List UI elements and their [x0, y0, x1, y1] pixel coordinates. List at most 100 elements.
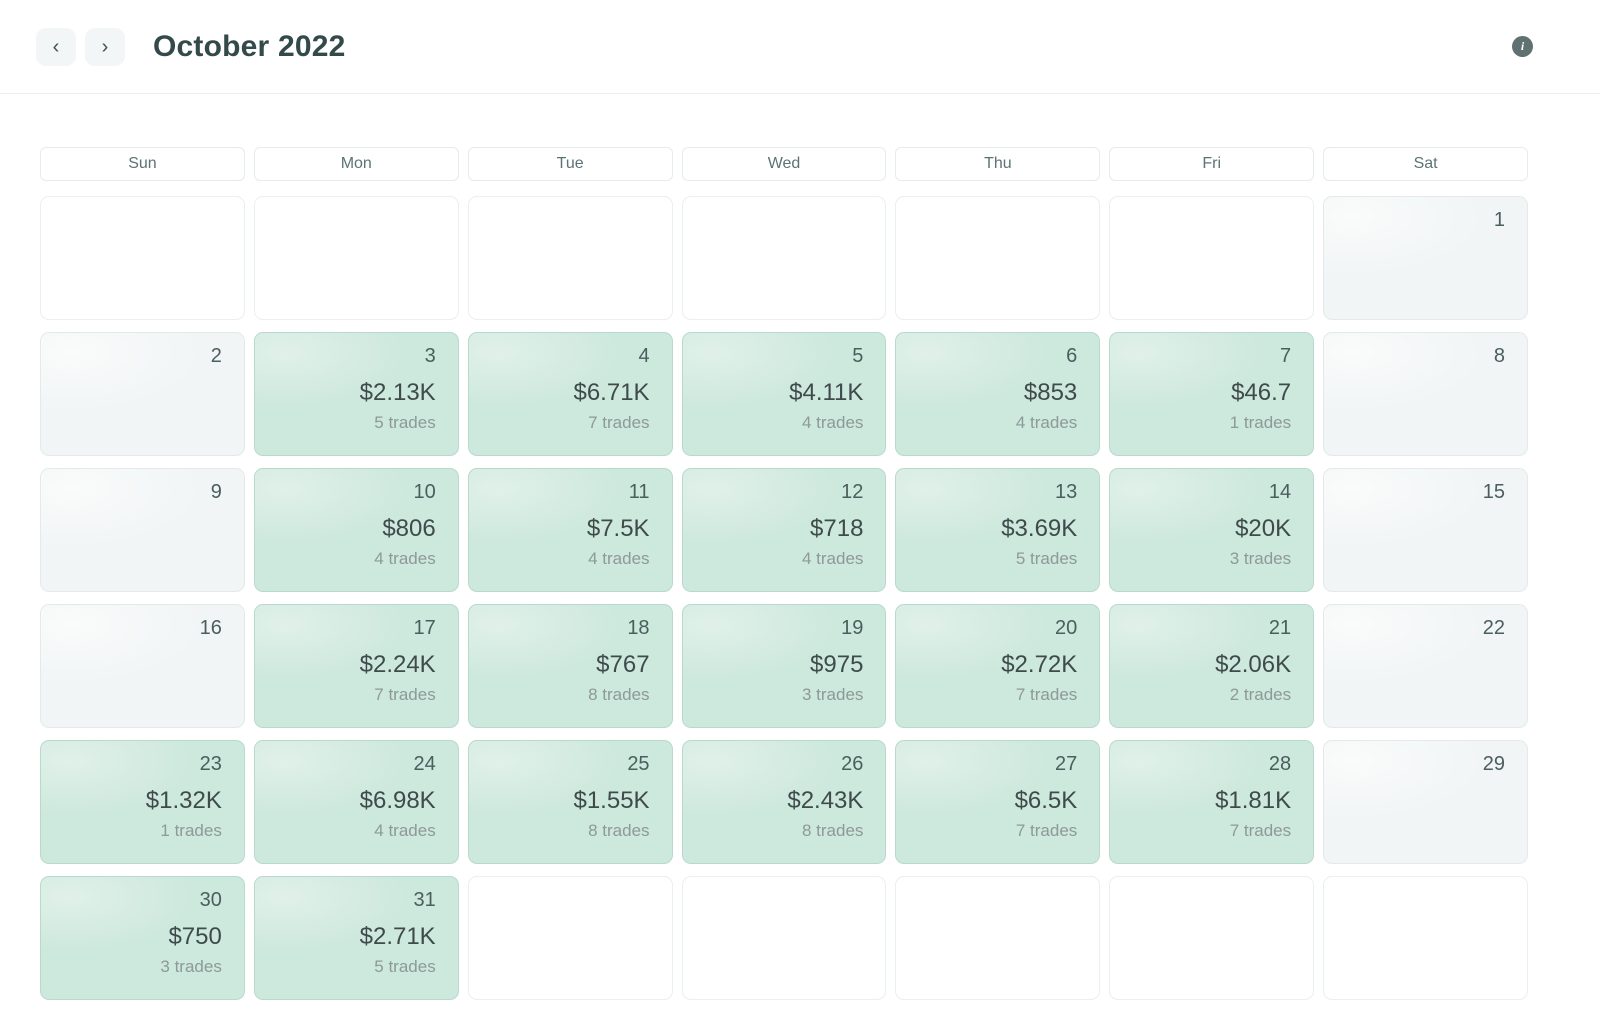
day-pnl: $46.7: [1231, 379, 1292, 406]
day-pnl: $853: [1023, 379, 1078, 406]
day-cell-15[interactable]: 15: [1323, 468, 1528, 592]
day-cell-30[interactable]: 30 $750 3 trades: [40, 876, 245, 1000]
day-number: 17: [413, 617, 436, 639]
day-cell-13[interactable]: 13 $3.69K 5 trades: [895, 468, 1101, 592]
calendar-header: ‹ › October 2022 i: [0, 0, 1600, 94]
day-cell-23[interactable]: 23 $1.32K 1 trades: [40, 740, 245, 864]
day-cell-29[interactable]: 29: [1323, 740, 1528, 864]
day-trades-count: 4 trades: [801, 413, 864, 432]
day-pnl: $750: [168, 923, 222, 950]
day-cell-9[interactable]: 9: [40, 468, 245, 592]
day-cell-6[interactable]: 6 $853 4 trades: [895, 332, 1101, 456]
day-cell-7[interactable]: 7 $46.7 1 trades: [1109, 332, 1315, 456]
day-number: 22: [1482, 617, 1505, 639]
blank-cell: [1109, 876, 1315, 1000]
day-number: 1: [1493, 209, 1505, 231]
day-cell-25[interactable]: 25 $1.55K 8 trades: [467, 740, 673, 864]
day-cell-8[interactable]: 8: [1323, 332, 1528, 456]
weekday-header-fri: Fri: [1109, 147, 1315, 181]
day-pnl: $4.11K: [789, 379, 864, 406]
day-pnl: $767: [596, 651, 650, 678]
day-number: 21: [1268, 617, 1292, 639]
day-cell-5[interactable]: 5 $4.11K 4 trades: [681, 332, 887, 456]
blank-cell: [467, 876, 673, 1000]
day-pnl: $2.72K: [1001, 651, 1078, 678]
prev-month-button[interactable]: ‹: [36, 27, 76, 66]
day-trades-count: 8 trades: [588, 821, 650, 840]
day-trades-count: 2 trades: [1229, 685, 1292, 704]
day-number: 2: [210, 345, 222, 367]
day-number: 8: [1493, 345, 1505, 367]
day-number: 18: [627, 617, 650, 639]
day-pnl: $6.98K: [359, 787, 436, 814]
day-cell-17[interactable]: 17 $2.24K 7 trades: [253, 604, 459, 728]
day-number: 29: [1482, 753, 1505, 775]
day-trades-count: 7 trades: [1015, 821, 1078, 840]
day-pnl: $2.43K: [787, 787, 864, 814]
blank-cell: [895, 876, 1101, 1000]
day-cell-27[interactable]: 27 $6.5K 7 trades: [895, 740, 1101, 864]
day-pnl: $2.13K: [359, 379, 436, 406]
day-cell-26[interactable]: 26 $2.43K 8 trades: [681, 740, 887, 864]
day-trades-count: 3 trades: [801, 685, 864, 704]
day-trades-count: 7 trades: [1015, 685, 1078, 704]
day-number: 9: [210, 481, 222, 503]
day-number: 16: [199, 617, 222, 639]
day-trades-count: 5 trades: [374, 413, 436, 432]
day-cell-28[interactable]: 28 $1.81K 7 trades: [1109, 740, 1315, 864]
day-cell-4[interactable]: 4 $6.71K 7 trades: [467, 332, 673, 456]
weekday-header-wed: Wed: [681, 147, 887, 181]
day-cell-1[interactable]: 1: [1323, 196, 1528, 320]
info-icon[interactable]: i: [1512, 36, 1533, 57]
day-pnl: $2.24K: [359, 651, 436, 678]
blank-cell: [681, 876, 887, 1000]
day-cell-14[interactable]: 14 $20K 3 trades: [1109, 468, 1315, 592]
day-cell-2[interactable]: 2: [40, 332, 245, 456]
day-trades-count: 4 trades: [374, 549, 436, 568]
day-trades-count: 5 trades: [1015, 549, 1078, 568]
day-number: 31: [413, 889, 436, 911]
day-number: 27: [1055, 753, 1078, 775]
day-trades-count: 1 trades: [160, 821, 222, 840]
blank-cell: [1323, 876, 1528, 1000]
next-month-button[interactable]: ›: [85, 27, 125, 66]
day-number: 10: [413, 481, 436, 503]
day-trades-count: 8 trades: [588, 685, 650, 704]
day-pnl: $806: [382, 515, 436, 542]
day-cell-18[interactable]: 18 $767 8 trades: [467, 604, 673, 728]
day-pnl: $2.06K: [1215, 651, 1292, 678]
day-pnl: $6.71K: [573, 379, 650, 406]
day-number: 11: [628, 481, 650, 503]
day-cell-31[interactable]: 31 $2.71K 5 trades: [253, 876, 459, 1000]
blank-cell: [40, 196, 245, 320]
blank-cell: [253, 196, 459, 320]
day-cell-3[interactable]: 3 $2.13K 5 trades: [253, 332, 459, 456]
day-cell-16[interactable]: 16: [40, 604, 245, 728]
weekday-header-sun: Sun: [40, 147, 245, 181]
day-cell-12[interactable]: 12 $718 4 trades: [681, 468, 887, 592]
weekday-header-sat: Sat: [1323, 147, 1528, 181]
day-cell-24[interactable]: 24 $6.98K 4 trades: [253, 740, 459, 864]
day-trades-count: 4 trades: [1015, 413, 1078, 432]
page-title: October 2022: [153, 29, 346, 63]
day-cell-10[interactable]: 10 $806 4 trades: [253, 468, 459, 592]
day-trades-count: 4 trades: [588, 549, 650, 568]
day-cell-22[interactable]: 22: [1323, 604, 1528, 728]
day-number: 24: [413, 753, 436, 775]
day-number: 28: [1268, 753, 1292, 775]
day-cell-20[interactable]: 20 $2.72K 7 trades: [895, 604, 1101, 728]
day-trades-count: 7 trades: [588, 413, 650, 432]
day-trades-count: 7 trades: [374, 685, 436, 704]
day-cell-19[interactable]: 19 $975 3 trades: [681, 604, 887, 728]
day-number: 6: [1066, 345, 1078, 367]
day-number: 20: [1055, 617, 1078, 639]
day-pnl: $718: [810, 515, 864, 542]
day-cell-11[interactable]: 11 $7.5K 4 trades: [467, 468, 673, 592]
day-number: 19: [841, 617, 864, 639]
day-cell-21[interactable]: 21 $2.06K 2 trades: [1109, 604, 1315, 728]
day-trades-count: 7 trades: [1229, 821, 1292, 840]
weekday-header-row: Sun Mon Tue Wed Thu Fri Sat: [40, 147, 1528, 181]
day-number: 25: [627, 753, 650, 775]
day-trades-count: 5 trades: [374, 957, 436, 976]
day-pnl: $3.69K: [1001, 515, 1078, 542]
